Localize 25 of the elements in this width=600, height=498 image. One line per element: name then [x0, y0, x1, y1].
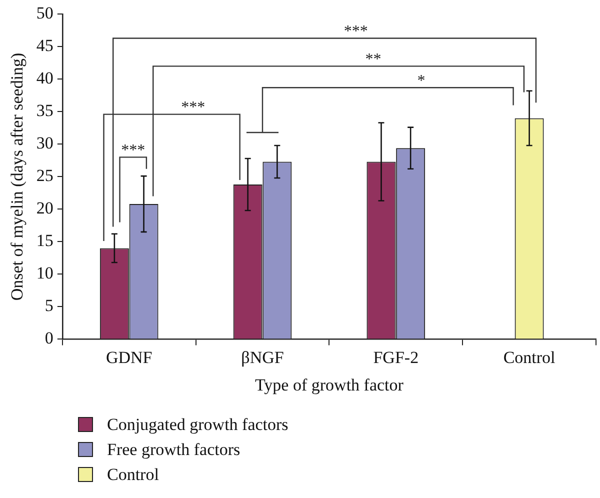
x-tick-label: FGF-2 [373, 348, 419, 367]
y-tick-label: 0 [44, 328, 54, 348]
y-tick-label: 25 [36, 166, 54, 186]
legend-label: Control [107, 464, 159, 484]
x-tick-label: βNGF [241, 348, 284, 367]
y-tick-label: 15 [36, 231, 54, 250]
y-tick-label: 5 [44, 296, 54, 316]
annotation: *** [344, 23, 368, 40]
x-axis-title: Type of growth factor [254, 375, 404, 394]
annotation: *** [181, 99, 206, 116]
y-axis-title: Onset of myelin (days after seeding) [8, 52, 27, 301]
annotation: ** [365, 51, 382, 68]
x-tick-label: GDNF [106, 348, 152, 367]
y-tick-label: 45 [36, 36, 54, 56]
y-tick-label: 35 [36, 101, 54, 120]
x-tick-label: Control [503, 348, 556, 367]
y-tick-label: 50 [36, 4, 54, 23]
annotation: * [417, 72, 426, 90]
annotation: *** [121, 142, 146, 160]
legend-label: Conjugated growth factors [107, 414, 288, 434]
y-tick-label: 40 [36, 68, 54, 88]
y-tick-label: 10 [36, 264, 54, 283]
legend-label: Free growth factors [107, 440, 240, 460]
y-tick-label: 20 [36, 198, 54, 218]
y-tick-label: 30 [36, 134, 54, 153]
